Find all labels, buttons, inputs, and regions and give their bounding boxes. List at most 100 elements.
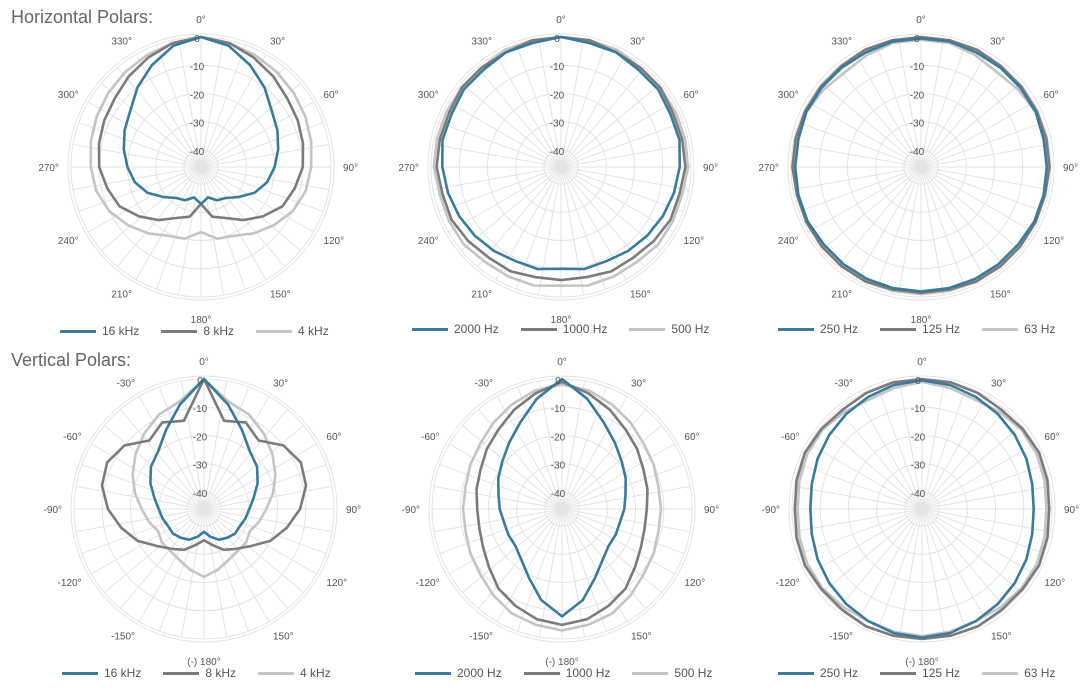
angle-label: 60° xyxy=(684,432,699,443)
grid-spoke xyxy=(921,485,1051,510)
grid-spoke xyxy=(561,508,586,638)
grid-spoke xyxy=(516,166,562,290)
legend-item: 8 kHz xyxy=(161,324,234,338)
grid-spoke xyxy=(822,508,923,593)
legend-item: 2000 Hz xyxy=(412,322,499,336)
grid-spoke xyxy=(560,83,661,168)
angle-label: 60° xyxy=(683,90,698,101)
legend-3: 250 Hz 125 Hz 63 Hz xyxy=(778,322,1055,336)
grid-spoke xyxy=(822,425,923,510)
polar-chart-6: 0 -10 -20 -30 -40 0° 30° 60° 90° 120° 150° (-) 180°… xyxy=(762,357,1080,668)
angle-label: (-) 180° xyxy=(905,657,938,668)
angle-label: 180° xyxy=(551,315,572,326)
grid-ring xyxy=(818,64,1024,270)
grid-spoke xyxy=(560,166,684,212)
grid-spoke xyxy=(560,122,684,168)
grid-spoke xyxy=(517,386,563,510)
angle-label: 120° xyxy=(1043,236,1064,247)
grid-spoke xyxy=(808,166,922,233)
grid-spoke xyxy=(177,166,202,296)
grid-spoke xyxy=(560,166,606,290)
grid-spoke xyxy=(88,166,202,233)
grid-spoke xyxy=(449,508,563,575)
grid-spoke xyxy=(200,83,301,168)
legend-item: 2000 Hz xyxy=(415,666,502,680)
grid-spoke xyxy=(81,464,205,510)
ring-label: 0 xyxy=(197,376,203,387)
legend-label: 125 Hz xyxy=(922,666,961,680)
grid-spoke xyxy=(920,166,987,280)
horizontal-polars-title: Horizontal Polars: xyxy=(11,7,154,27)
legend-item: 125 Hz xyxy=(880,666,960,680)
legend-swatch xyxy=(778,327,814,331)
outer-ring xyxy=(67,33,335,301)
grid-spoke xyxy=(561,425,662,510)
angle-label: 300° xyxy=(58,90,79,101)
grid-spoke xyxy=(438,166,562,212)
angle-label: 90° xyxy=(1063,163,1078,174)
angle-label: -120° xyxy=(776,578,800,589)
legend-item: 250 Hz xyxy=(778,322,858,336)
angle-label: 0° xyxy=(556,15,566,26)
grid-spoke xyxy=(798,166,922,212)
legend-item: 16 kHz xyxy=(60,324,139,338)
grid-spoke xyxy=(561,508,662,593)
ring-label: -10 xyxy=(550,62,565,73)
grid-spoke xyxy=(920,54,987,168)
grid-ring xyxy=(101,406,307,612)
grid-spoke xyxy=(138,508,205,622)
angle-label: (-) 180° xyxy=(545,657,578,668)
legend-swatch xyxy=(520,327,557,331)
grid-spoke xyxy=(799,508,923,554)
ring-label: 0 xyxy=(914,34,920,45)
grid-spoke xyxy=(809,443,923,510)
angle-label: 30° xyxy=(630,37,645,48)
grid-spoke xyxy=(921,508,1051,533)
grid-spoke xyxy=(203,508,249,632)
grid-spoke xyxy=(75,508,205,533)
angle-label: 210° xyxy=(111,289,132,300)
grid-spoke xyxy=(78,166,202,212)
polar-chart-5: 0 -10 -20 -30 -40 0° 30° 60° 90° 120° 150° (-) 180°… xyxy=(402,357,720,668)
grid-ring xyxy=(543,149,579,185)
legend-swatch xyxy=(778,671,814,675)
grid-spoke xyxy=(561,386,607,510)
outer-ring xyxy=(787,33,1055,301)
grid-spoke xyxy=(203,386,249,510)
grid-ring xyxy=(903,149,939,185)
grid-spoke xyxy=(876,166,922,290)
series-line-4-khz xyxy=(131,377,277,579)
grid-spoke xyxy=(432,143,562,168)
legend-item: 8 kHz xyxy=(163,666,236,680)
grid-spoke xyxy=(180,380,205,510)
grid-spoke xyxy=(560,166,674,233)
angle-label: -60° xyxy=(63,432,81,443)
legend-label: 63 Hz xyxy=(1024,666,1056,680)
grid-spoke xyxy=(921,443,1035,510)
legend-item: 4 kHz xyxy=(258,666,331,680)
grid-spoke xyxy=(921,425,1022,510)
angle-label: 60° xyxy=(323,90,338,101)
grid-spoke xyxy=(921,508,1045,554)
angle-label: -90° xyxy=(762,505,780,516)
angle-label: 240° xyxy=(58,236,79,247)
outer-ring xyxy=(788,375,1056,643)
grid-spoke xyxy=(920,166,1050,191)
grid-spoke xyxy=(561,464,685,510)
ring-label: 0 xyxy=(554,34,560,45)
grid-spoke xyxy=(156,44,202,168)
grid-spoke xyxy=(920,166,945,296)
grid-spoke xyxy=(561,380,586,510)
legend-label: 250 Hz xyxy=(820,666,859,680)
grid-spoke xyxy=(461,83,562,168)
angle-label: 150° xyxy=(273,631,294,642)
legend-label: 2000 Hz xyxy=(457,666,502,680)
grid-spoke xyxy=(78,122,202,168)
grid-spoke xyxy=(477,67,562,168)
grid-spoke xyxy=(808,101,922,168)
ring-label: -40 xyxy=(550,147,565,158)
angle-label: 150° xyxy=(990,289,1011,300)
series-line-63-hz xyxy=(796,380,1048,638)
angle-label: 150° xyxy=(270,289,291,300)
series-line-1000-hz xyxy=(435,35,687,282)
